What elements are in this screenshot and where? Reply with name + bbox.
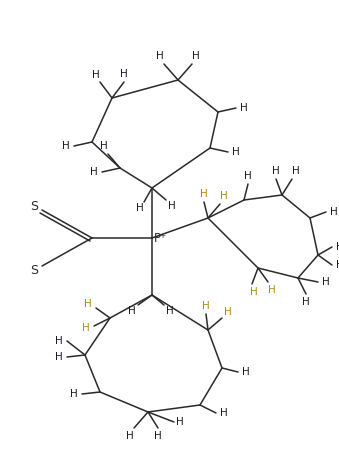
- Text: H: H: [302, 297, 310, 307]
- Text: H: H: [268, 285, 276, 295]
- Text: H: H: [192, 51, 200, 61]
- Text: H: H: [292, 166, 300, 176]
- Text: H: H: [55, 336, 63, 346]
- Text: H: H: [240, 103, 248, 113]
- Text: H: H: [330, 207, 338, 217]
- Text: H: H: [232, 147, 240, 157]
- Text: H: H: [55, 352, 63, 362]
- Text: H: H: [70, 389, 78, 399]
- Text: H: H: [166, 306, 174, 316]
- Text: H: H: [120, 69, 128, 79]
- Text: H: H: [126, 431, 134, 441]
- Text: H: H: [244, 171, 252, 181]
- Text: H: H: [202, 301, 210, 311]
- Text: P⁺: P⁺: [154, 232, 166, 244]
- Text: H: H: [156, 51, 164, 61]
- Text: H: H: [220, 408, 228, 418]
- Text: H: H: [92, 70, 100, 80]
- Text: H: H: [62, 141, 70, 151]
- Text: H: H: [322, 277, 330, 287]
- Text: H: H: [168, 201, 176, 211]
- Text: H: H: [84, 299, 92, 309]
- Text: H: H: [200, 189, 208, 199]
- Text: H: H: [224, 307, 232, 317]
- Text: H: H: [176, 417, 184, 427]
- Text: S: S: [30, 263, 38, 276]
- Text: H: H: [336, 242, 339, 252]
- Text: H: H: [250, 287, 258, 297]
- Text: H: H: [242, 367, 250, 377]
- Text: H: H: [82, 323, 90, 333]
- Text: H: H: [128, 306, 136, 316]
- Text: H: H: [336, 260, 339, 270]
- Text: H: H: [136, 203, 144, 213]
- Text: H: H: [90, 167, 98, 177]
- Text: H: H: [272, 166, 280, 176]
- Text: S: S: [30, 200, 38, 213]
- Text: H: H: [100, 141, 108, 151]
- Text: H: H: [220, 191, 228, 201]
- Text: H: H: [154, 431, 162, 441]
